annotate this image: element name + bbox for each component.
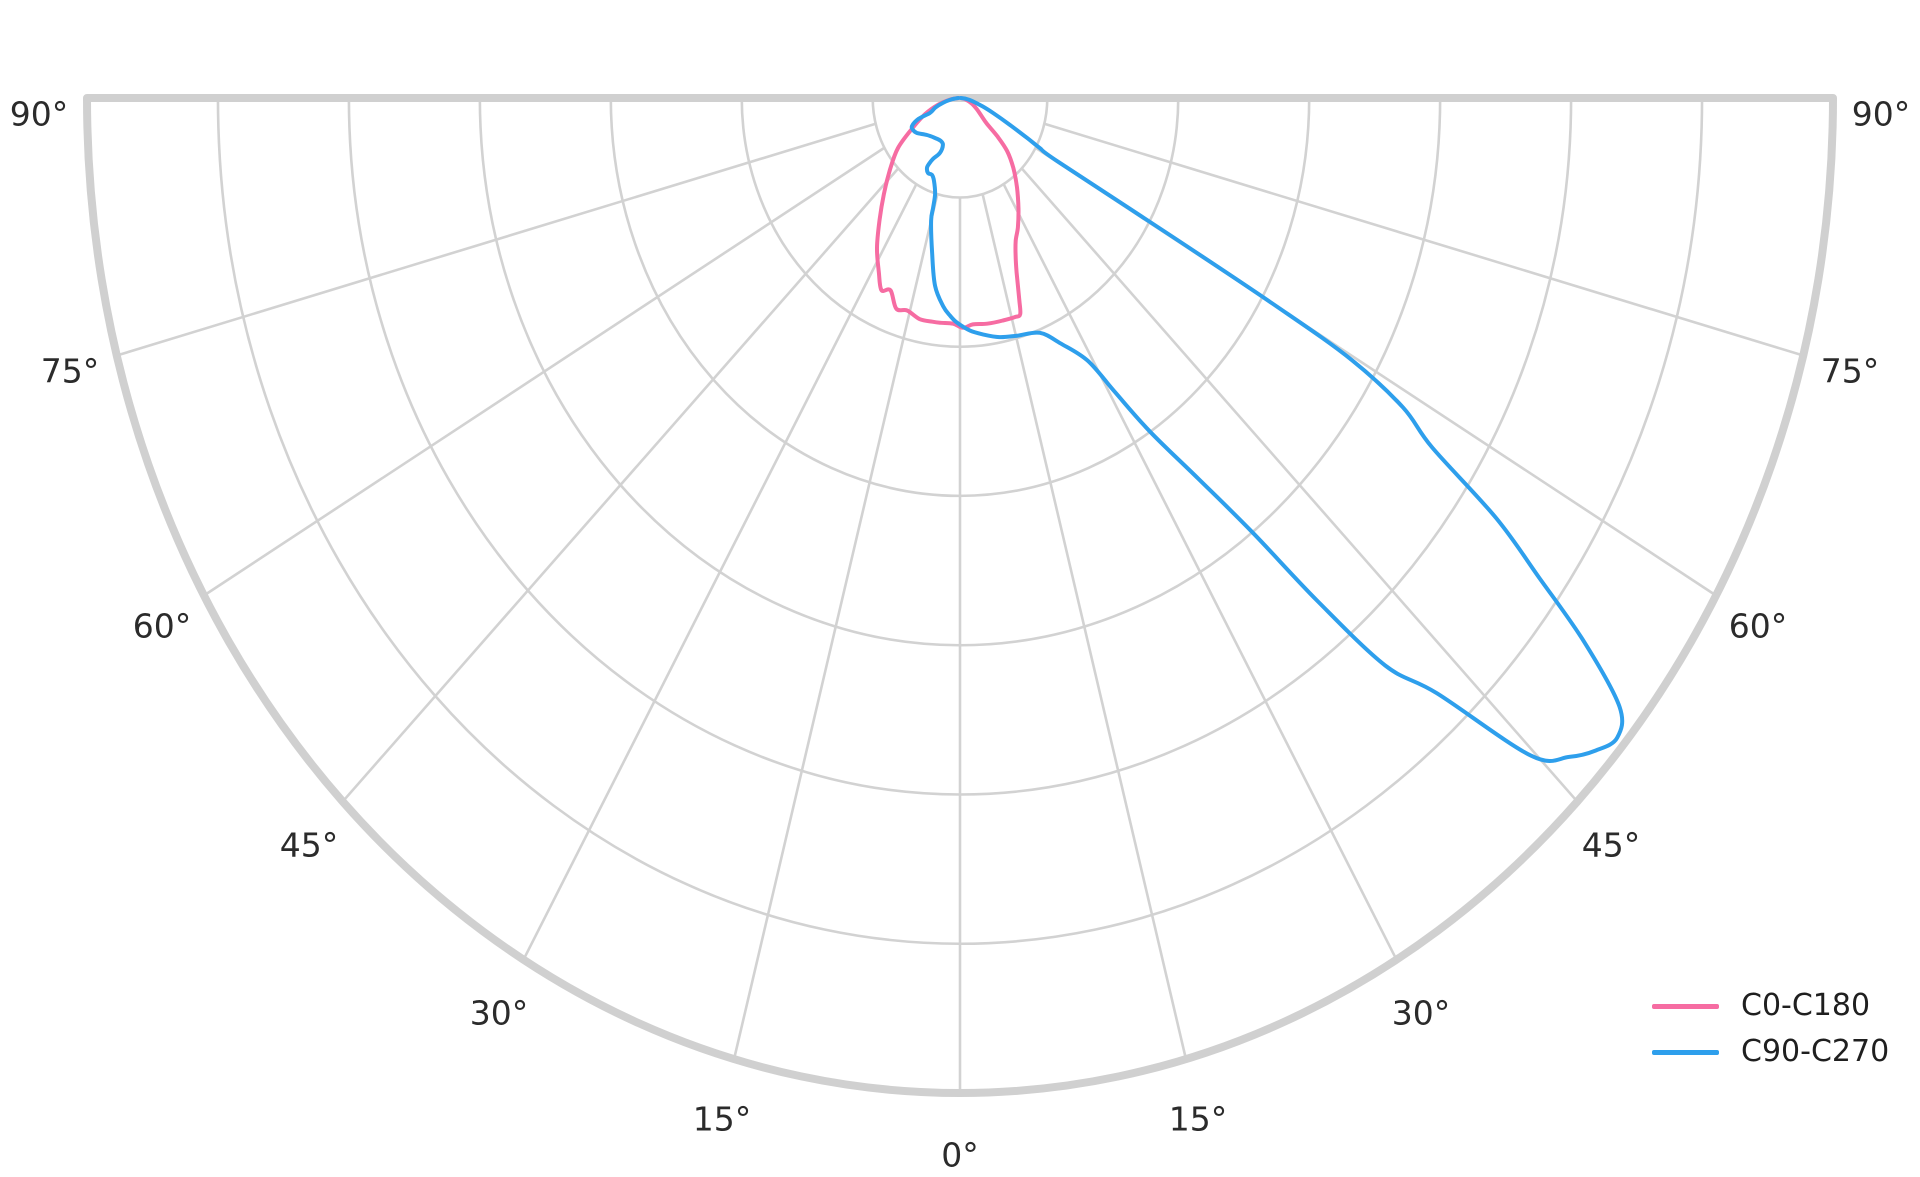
legend: C0-C180 C90-C270 (1652, 983, 1889, 1075)
angle-label-45-left: 45° (280, 826, 339, 865)
angle-label-0: 0° (941, 1136, 979, 1175)
curve-c90-c270 (909, 96, 1625, 764)
grid-spoke (203, 146, 886, 597)
grid-spoke (732, 193, 939, 1060)
angle-label-60-right: 60° (1729, 607, 1788, 646)
angle-label-30-right: 30° (1392, 994, 1451, 1033)
legend-label-c90-c270: C90-C270 (1741, 1034, 1890, 1069)
grid-spoke (1020, 167, 1579, 803)
grid-spoke (116, 122, 877, 357)
angle-label-90-left: 90° (10, 95, 69, 134)
grid-spoke (1002, 183, 1398, 961)
angle-label-15-left: 15° (693, 1100, 752, 1139)
legend-line-swatch-blue (1652, 1049, 1719, 1055)
angle-label-90-right: 90° (1852, 95, 1911, 134)
legend-label-c0-c180: C0-C180 (1741, 988, 1871, 1023)
polar-grid (83, 94, 1837, 1097)
grid-spoke (981, 193, 1188, 1060)
distribution-curves (874, 96, 1625, 764)
angle-label-60-left: 60° (133, 607, 192, 646)
grid-spoke (522, 183, 918, 961)
grid-spoke (1043, 122, 1804, 357)
legend-line-swatch-pink (1652, 1003, 1719, 1009)
angle-label-30-left: 30° (470, 994, 529, 1033)
angle-label-75-left: 75° (41, 352, 100, 391)
legend-item-c0-c180: C0-C180 (1652, 983, 1889, 1029)
angle-label-75-right: 75° (1821, 352, 1880, 391)
angle-label-15-right: 15° (1169, 1100, 1228, 1139)
angle-labels: 90° 75° 60° 45° 30° 15° 0° 15° 30° 45° 60° 75° 90° (10, 95, 1911, 1175)
angle-label-45-right: 45° (1582, 826, 1641, 865)
grid-spoke (341, 167, 900, 803)
legend-item-c90-c270: C90-C270 (1652, 1029, 1889, 1075)
curve-c0-c180 (874, 96, 1023, 330)
